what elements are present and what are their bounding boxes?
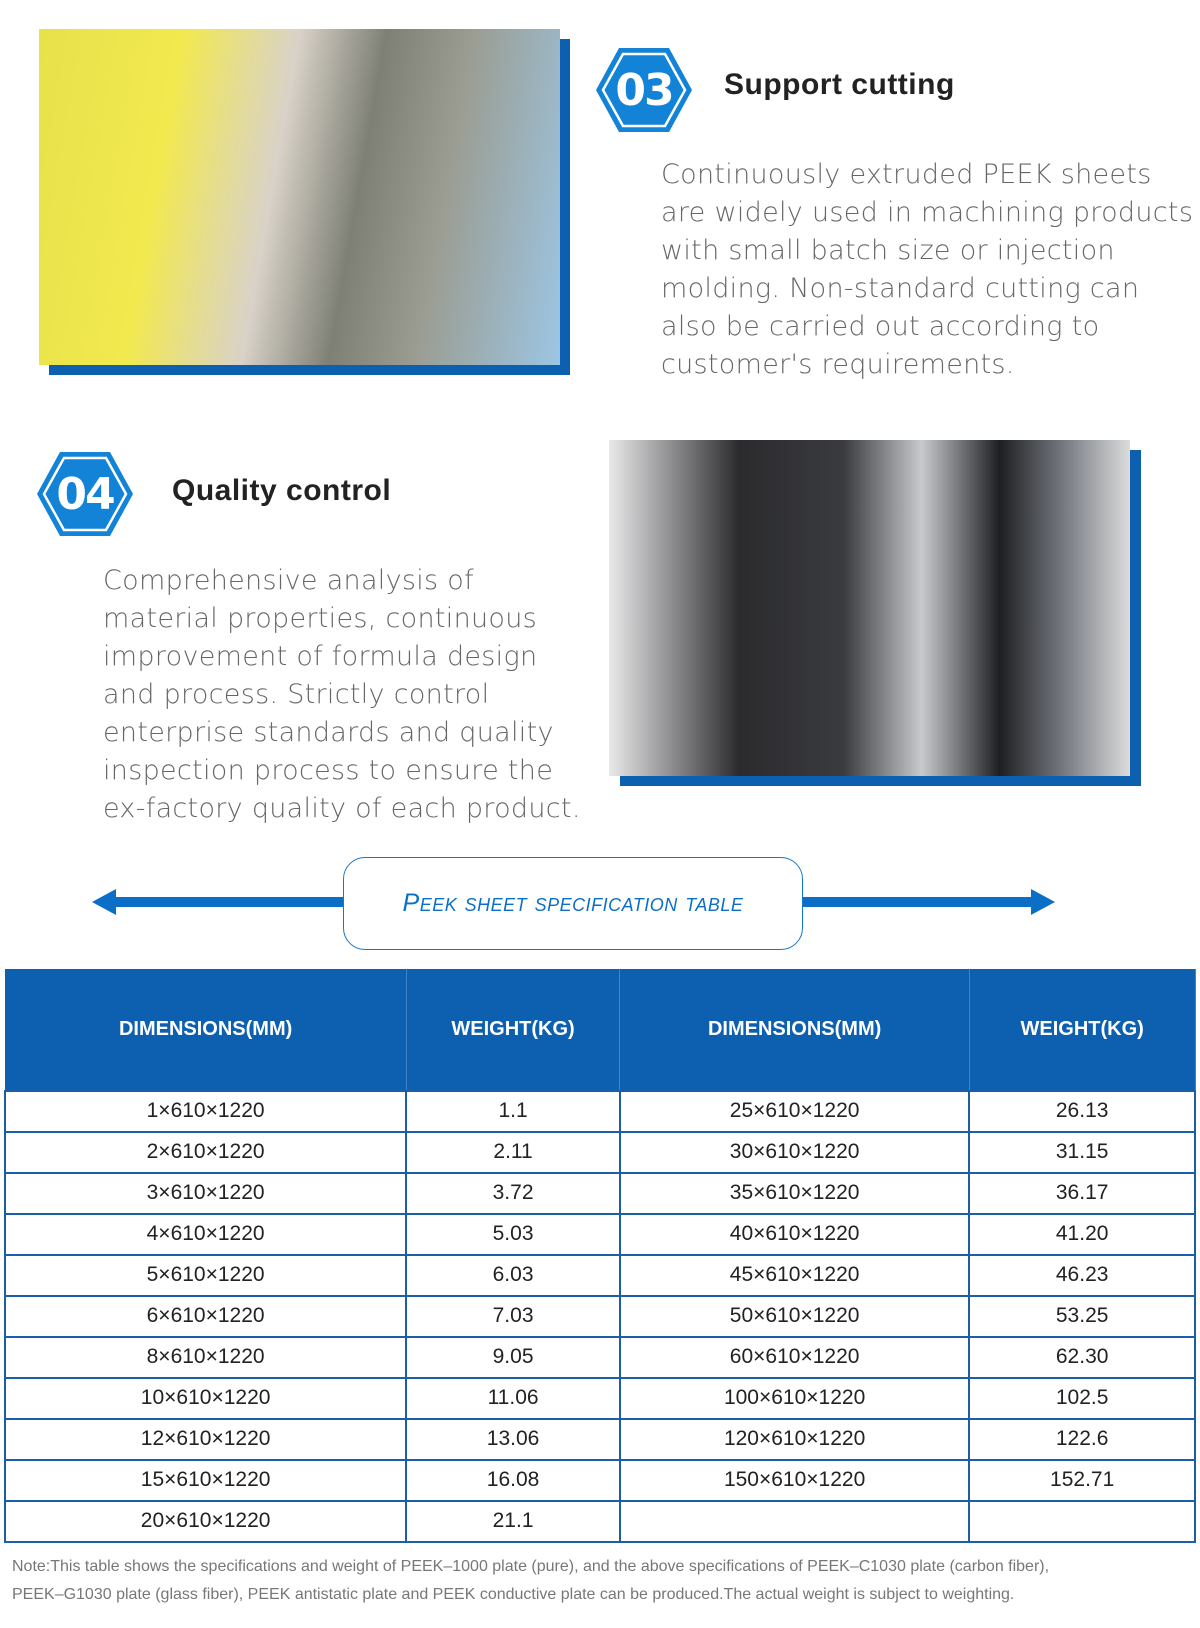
weight-cell: 21.1 — [405, 1499, 621, 1543]
weight-cell: 102.5 — [968, 1376, 1196, 1420]
weight-cell: 26.13 — [968, 1089, 1196, 1133]
dimensions-cell: 50×610×1220 — [618, 1294, 971, 1338]
dimensions-cell: 30×610×1220 — [618, 1130, 971, 1174]
table-row: 6×610×1220 7.03 50×610×1220 53.25 — [3, 1294, 1196, 1338]
table-row: 5×610×1220 6.03 45×610×1220 46.23 — [3, 1253, 1196, 1297]
weight-cell: 31.15 — [968, 1130, 1196, 1174]
hexagon-icon — [37, 452, 133, 536]
arrow-left-icon — [92, 889, 116, 915]
table-row: 10×610×1220 11.06 100×610×1220 102.5 — [3, 1376, 1196, 1420]
weight-cell: 62.30 — [968, 1335, 1196, 1379]
dimensions-cell: 25×610×1220 — [618, 1089, 971, 1133]
dimensions-cell: 3×610×1220 — [3, 1171, 408, 1215]
weight-cell: 16.08 — [405, 1458, 621, 1502]
section-title: Quality control — [172, 474, 392, 507]
dimensions-cell: 8×610×1220 — [3, 1335, 408, 1379]
spec-title-box: Peek sheet specification table — [343, 857, 803, 950]
weight-cell: 6.03 — [405, 1253, 621, 1297]
weight-cell: 13.06 — [405, 1417, 621, 1461]
table-header-row: DIMENSIONS(MM) WEIGHT(KG) DIMENSIONS(MM)… — [4, 969, 1196, 1091]
weight-cell — [968, 1499, 1196, 1543]
section-text: Continuously extruded PEEK sheets are wi… — [661, 159, 1194, 380]
badge-number: 04 — [56, 468, 115, 520]
table-row: 2×610×1220 2.11 30×610×1220 31.15 — [3, 1130, 1196, 1174]
dimensions-cell: 15×610×1220 — [3, 1458, 408, 1502]
worker-holding-sheet-photo — [39, 29, 560, 365]
spec-title: Peek sheet specification table — [402, 889, 744, 917]
dimensions-cell — [618, 1499, 971, 1543]
table-note: Note:This table shows the specifications… — [12, 1558, 1050, 1575]
header-weight: WEIGHT(KG) — [968, 969, 1196, 1091]
dimensions-cell: 100×610×1220 — [618, 1376, 971, 1420]
dimensions-cell: 12×610×1220 — [3, 1417, 408, 1461]
weight-cell: 2.11 — [405, 1130, 621, 1174]
dimensions-cell: 60×610×1220 — [618, 1335, 971, 1379]
inspection-machine-photo — [609, 440, 1130, 776]
table-row: 15×610×1220 16.08 150×610×1220 152.71 — [3, 1458, 1196, 1502]
weight-cell: 46.23 — [968, 1253, 1196, 1297]
dimensions-cell: 150×610×1220 — [618, 1458, 971, 1502]
arrow-right-icon — [1031, 889, 1055, 915]
dimensions-cell: 5×610×1220 — [3, 1253, 408, 1297]
weight-cell: 41.20 — [968, 1212, 1196, 1256]
spec-table: DIMENSIONS(MM) WEIGHT(KG) DIMENSIONS(MM)… — [3, 969, 1196, 1543]
dimensions-cell: 2×610×1220 — [3, 1130, 408, 1174]
section-badge: 04 — [35, 450, 135, 538]
dimensions-cell: 120×610×1220 — [618, 1417, 971, 1461]
weight-cell: 53.25 — [968, 1294, 1196, 1338]
header-weight: WEIGHT(KG) — [405, 969, 621, 1091]
table-row: 3×610×1220 3.72 35×610×1220 36.17 — [3, 1171, 1196, 1215]
dimensions-cell: 40×610×1220 — [618, 1212, 971, 1256]
table-row: 4×610×1220 5.03 40×610×1220 41.20 — [3, 1212, 1196, 1256]
weight-cell: 122.6 — [968, 1417, 1196, 1461]
weight-cell: 36.17 — [968, 1171, 1196, 1215]
dimensions-cell: 10×610×1220 — [3, 1376, 408, 1420]
header-dimensions: DIMENSIONS(MM) — [4, 969, 407, 1091]
weight-cell: 3.72 — [405, 1171, 621, 1215]
dimensions-cell: 4×610×1220 — [3, 1212, 408, 1256]
weight-cell: 11.06 — [405, 1376, 621, 1420]
dimensions-cell: 45×610×1220 — [618, 1253, 971, 1297]
dimensions-cell: 35×610×1220 — [618, 1171, 971, 1215]
dimensions-cell: 20×610×1220 — [3, 1499, 408, 1543]
header-dimensions: DIMENSIONS(MM) — [619, 969, 970, 1091]
hexagon-icon — [596, 48, 692, 132]
section-badge: 03 — [594, 46, 694, 134]
table-row: 1×610×1220 1.1 25×610×1220 26.13 — [3, 1089, 1196, 1133]
dimensions-cell: 1×610×1220 — [3, 1089, 408, 1133]
table-row: 12×610×1220 13.06 120×610×1220 122.6 — [3, 1417, 1196, 1461]
weight-cell: 7.03 — [405, 1294, 621, 1338]
weight-cell: 152.71 — [968, 1458, 1196, 1502]
table-note: PEEK–G1030 plate (glass fiber), PEEK ant… — [12, 1586, 1015, 1603]
table-row: 8×610×1220 9.05 60×610×1220 62.30 — [3, 1335, 1196, 1379]
badge-number: 03 — [615, 64, 674, 116]
table-row: 20×610×1220 21.1 — [3, 1499, 1196, 1543]
weight-cell: 9.05 — [405, 1335, 621, 1379]
dimensions-cell: 6×610×1220 — [3, 1294, 408, 1338]
weight-cell: 5.03 — [405, 1212, 621, 1256]
section-text: Comprehensive analysis of material prope… — [103, 565, 581, 824]
weight-cell: 1.1 — [405, 1089, 621, 1133]
section-title: Support cutting — [724, 68, 955, 101]
